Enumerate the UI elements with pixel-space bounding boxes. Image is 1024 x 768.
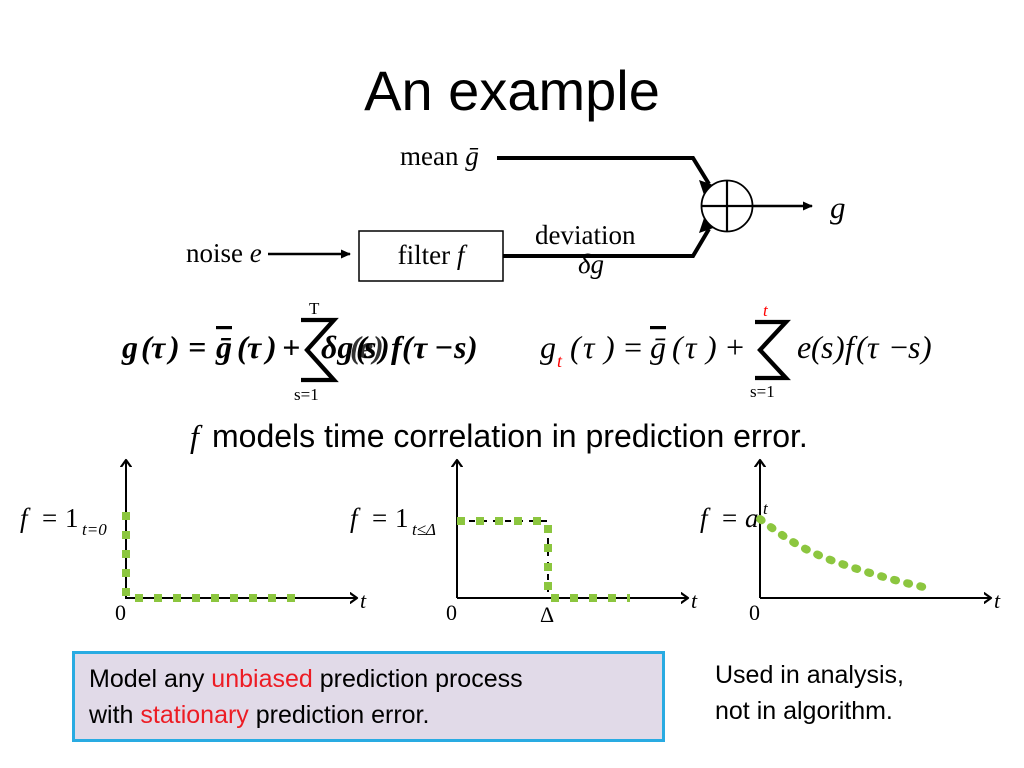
svg-text:f: f — [700, 503, 711, 533]
svg-text:0: 0 — [446, 600, 457, 625]
svg-text:t≤Δ: t≤Δ — [412, 520, 436, 539]
svg-text:f: f — [20, 503, 31, 533]
svg-text:0: 0 — [749, 600, 760, 625]
svg-text:Δ: Δ — [540, 602, 554, 627]
svg-text:1: 1 — [65, 503, 79, 533]
svg-text:=: = — [42, 503, 57, 533]
svg-text:t: t — [763, 499, 769, 518]
svg-text:=: = — [372, 503, 387, 533]
svg-text:f: f — [350, 503, 361, 533]
svg-text:t: t — [691, 588, 698, 613]
svg-text:0: 0 — [115, 600, 126, 625]
svg-text:t=0: t=0 — [82, 520, 107, 539]
svg-text:1: 1 — [395, 503, 409, 533]
svg-text:t: t — [994, 588, 1001, 613]
svg-text:=: = — [722, 503, 737, 533]
svg-text:t: t — [360, 588, 367, 613]
